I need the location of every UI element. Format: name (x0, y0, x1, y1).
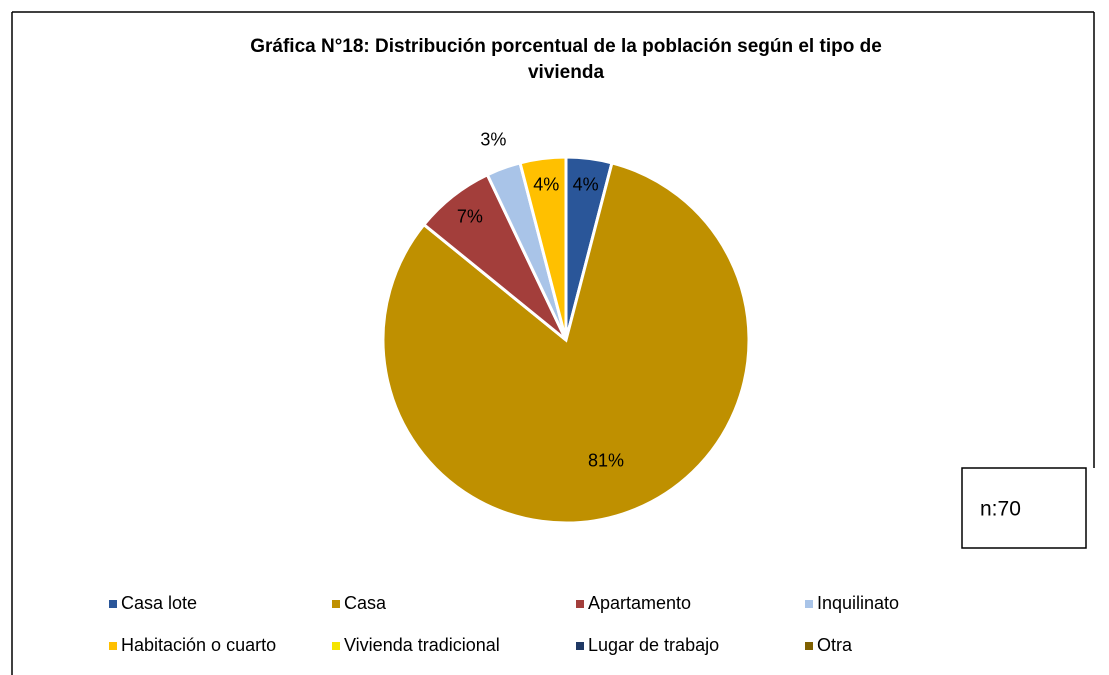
legend-swatch (805, 642, 813, 650)
data-label: 3% (480, 129, 506, 149)
legend-swatch (109, 642, 117, 650)
legend-swatch (576, 642, 584, 650)
pie-slice (518, 155, 568, 341)
data-label: 4% (573, 174, 599, 194)
chart-title: Gráfica N°18: Distribución porcentual de… (250, 36, 882, 83)
legend-label: Lugar de trabajo (588, 635, 719, 655)
legend-label: Habitación o cuarto (121, 635, 276, 655)
legend-swatch (332, 642, 340, 650)
data-label: 81% (588, 450, 624, 470)
annotation-box (961, 467, 1087, 549)
legend-swatch (576, 600, 584, 608)
legend-swatch (805, 600, 813, 608)
legend-label: Casa (344, 593, 387, 613)
legend-label: Apartamento (588, 593, 691, 613)
legend-label: Vivienda tradicional (344, 635, 500, 655)
data-label: 7% (457, 206, 483, 226)
pie-slice (381, 161, 751, 525)
legend-swatch (109, 600, 117, 608)
legend-swatch (332, 600, 340, 608)
annotation: n:70 (980, 498, 1021, 521)
legend-label: Casa lote (121, 593, 197, 613)
data-label: 4% (533, 174, 559, 194)
legend-label: Inquilinato (817, 593, 899, 613)
legend-label: Otra (817, 635, 853, 655)
